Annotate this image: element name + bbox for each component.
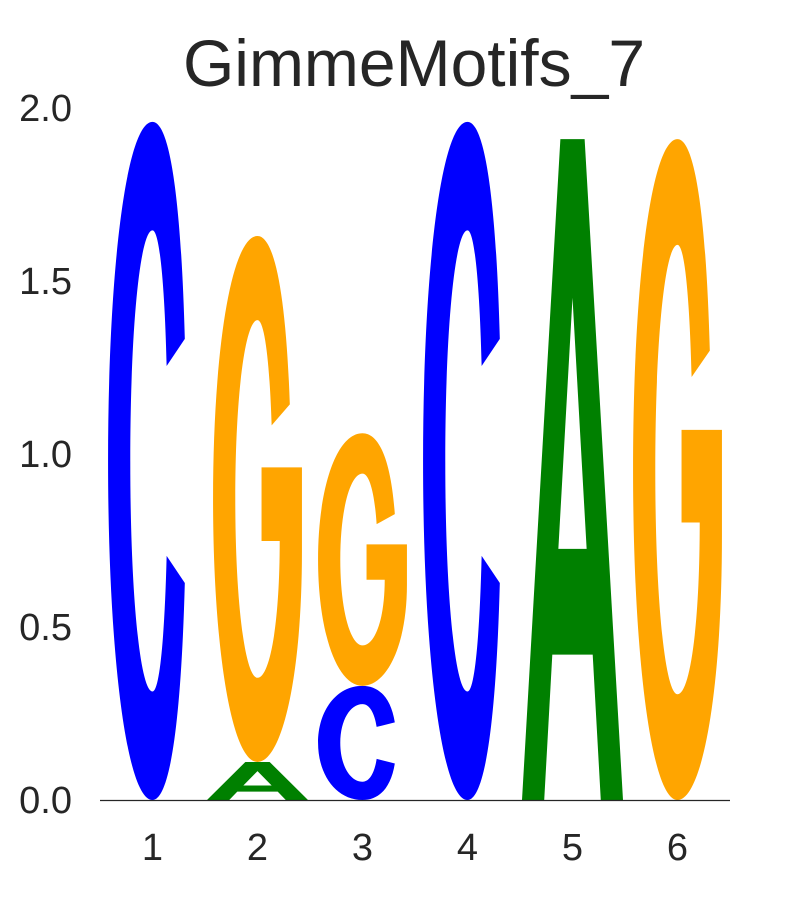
- letter-c-position-1: [108, 121, 185, 801]
- x-tick-label: 3: [352, 827, 373, 869]
- y-tick-label: 1.5: [19, 261, 72, 303]
- letter-a-position-5: [522, 139, 623, 800]
- y-tick-label: 1.0: [19, 434, 72, 476]
- letter-g-position-2: [213, 236, 302, 762]
- x-tick-label: 1: [142, 827, 163, 869]
- letter-c-position-4: [423, 121, 500, 801]
- letter-c-position-3: [318, 685, 395, 800]
- x-tick-label: 5: [562, 827, 583, 869]
- x-tick-label: 6: [667, 827, 688, 869]
- y-axis-tick-labels: 0.0 0.5 1.0 1.5 2.0: [19, 88, 72, 822]
- chart-title: GimmeMotifs_7: [183, 26, 645, 100]
- letter-g-position-3: [318, 433, 407, 686]
- y-tick-label: 2.0: [19, 88, 72, 130]
- letter-stacks: [108, 121, 722, 801]
- x-tick-label: 4: [457, 827, 478, 869]
- x-axis-tick-labels: 1 2 3 4 5 6: [142, 827, 688, 869]
- letter-a-position-2: [207, 761, 308, 800]
- x-tick-label: 2: [247, 827, 268, 869]
- letter-g-position-6: [633, 139, 722, 800]
- y-tick-label: 0.0: [19, 780, 72, 822]
- y-tick-label: 0.5: [19, 607, 72, 649]
